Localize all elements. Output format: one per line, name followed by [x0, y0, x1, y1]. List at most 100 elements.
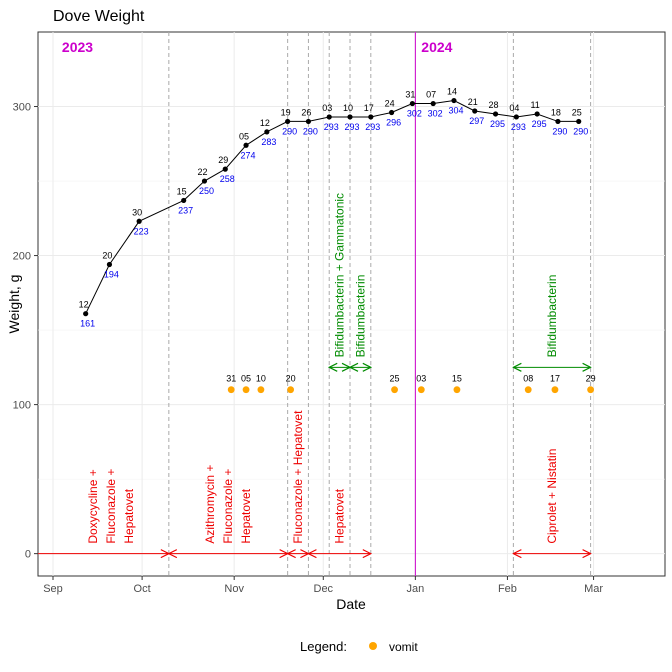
y-tick-label: 200 — [13, 251, 31, 263]
treatment-label: Bifidumbacterin — [545, 275, 559, 358]
weight-value-label: 194 — [104, 270, 119, 280]
weight-value-label: 290 — [282, 126, 297, 136]
weight-series: 1216120194302231523722250292580527412283… — [79, 87, 589, 329]
x-tick-label: Sep — [43, 583, 63, 595]
axes: 0 100 200 300 Sep Oct Nov Dec Jan Feb Mar — [13, 102, 604, 595]
weight-point — [451, 97, 457, 104]
legend: Legend: vomit — [300, 639, 418, 654]
vomit-point — [453, 386, 461, 394]
treatment-label: Fluconazole + — [221, 469, 235, 544]
weight-value-label: 293 — [344, 122, 359, 132]
weight-date-label: 22 — [197, 167, 207, 177]
y-tick-label: 100 — [13, 400, 31, 412]
weight-date-label: 29 — [218, 155, 228, 165]
vomit-point — [242, 386, 250, 394]
weight-value-label: 250 — [199, 186, 214, 196]
vomit-date-label: 25 — [390, 374, 400, 384]
weight-date-label: 20 — [102, 251, 112, 261]
year-label: 2024 — [421, 39, 452, 55]
year-label: 2023 — [62, 39, 93, 55]
weight-value-label: 296 — [386, 117, 401, 127]
chart-title: Dove Weight — [53, 8, 145, 25]
weight-date-label: 10 — [343, 103, 353, 113]
x-tick-label: Oct — [134, 583, 151, 595]
vomit-date-label: 05 — [241, 374, 251, 384]
weight-value-label: 304 — [448, 106, 463, 116]
treatment-label: Hepatovet — [333, 488, 347, 543]
treatment-label: Azithromycin + — [203, 465, 217, 544]
weight-date-label: 26 — [301, 107, 311, 117]
weight-value-label: 297 — [469, 116, 484, 126]
weight-point — [285, 118, 291, 125]
treatment-label: Fluconazole + — [104, 469, 118, 544]
weight-point — [181, 197, 187, 204]
weight-date-label: 17 — [364, 103, 374, 113]
vomit-date-label: 15 — [452, 374, 462, 384]
weight-date-label: 15 — [177, 186, 187, 196]
legend-key-vomit — [369, 642, 377, 650]
weight-point — [326, 114, 332, 120]
vomit-date-label: 20 — [286, 374, 296, 384]
vomit-date-label: 17 — [550, 374, 560, 384]
vomit-point — [287, 386, 295, 394]
treatment-label: Doxycycline + — [86, 469, 100, 543]
treatment-label: Ciprolet + Nistatin — [545, 449, 559, 544]
weight-point — [368, 114, 374, 120]
weight-date-label: 28 — [489, 100, 499, 110]
weight-date-label: 04 — [509, 103, 519, 113]
weight-point — [106, 261, 113, 268]
weight-value-label: 161 — [80, 319, 95, 329]
weight-date-label: 12 — [79, 300, 89, 310]
vomit-point — [391, 386, 398, 394]
weight-date-label: 05 — [239, 131, 249, 141]
treatment-annotations: Doxycycline + Fluconazole + Hepatovet Azith… — [38, 193, 591, 554]
weight-point — [136, 218, 142, 224]
vomit-point — [551, 386, 559, 394]
year-markers: 2023 2024 — [62, 32, 453, 576]
legend-label-vomit: vomit — [389, 640, 418, 654]
weight-date-label: 18 — [551, 107, 561, 117]
y-tick-label: 0 — [25, 549, 31, 561]
weight-value-label: 283 — [261, 137, 276, 147]
vomit-series: 31 05 10 20 25 03 15 08 17 29 — [226, 374, 596, 394]
weight-date-label: 31 — [405, 90, 415, 100]
weight-point — [409, 100, 415, 107]
weight-value-label: 302 — [428, 109, 443, 119]
vomit-date-label: 08 — [523, 374, 533, 384]
treatment-label: Hepatovet — [122, 488, 136, 543]
weight-point — [472, 108, 478, 114]
vomit-point — [257, 386, 265, 394]
weight-date-label: 12 — [260, 118, 270, 128]
x-axis-title: Date — [336, 596, 366, 612]
weight-point — [534, 111, 540, 117]
weight-value-label: 290 — [303, 126, 318, 136]
weight-point — [576, 118, 582, 125]
vomit-point — [587, 386, 594, 394]
weight-value-label: 290 — [573, 126, 588, 136]
weight-point — [492, 111, 499, 117]
weight-value-label: 295 — [490, 119, 505, 129]
vomit-date-label: 29 — [586, 374, 596, 384]
vomit-point — [227, 386, 235, 394]
weight-point — [264, 129, 270, 135]
x-tick-label: Nov — [224, 583, 244, 595]
vomit-point — [417, 386, 425, 394]
treatment-label: Bifidumbacterin + Gammatonic — [333, 193, 347, 357]
weight-value-label: 293 — [324, 122, 339, 132]
weight-point — [347, 114, 353, 120]
vomit-point — [524, 386, 532, 394]
treatment-label: Fluconazole + Hepatovet — [291, 410, 305, 544]
weight-value-label: 223 — [134, 226, 149, 236]
weight-date-label: 11 — [530, 100, 539, 110]
weight-value-label: 290 — [552, 126, 567, 136]
weight-value-label: 258 — [220, 174, 235, 184]
weight-point — [243, 142, 249, 148]
vomit-date-label: 31 — [226, 374, 236, 384]
x-tick-label: Mar — [584, 583, 603, 595]
weight-value-label: 293 — [511, 122, 526, 132]
weight-point — [388, 109, 395, 116]
weight-point — [430, 100, 436, 107]
weight-value-label: 237 — [178, 205, 193, 215]
y-tick-label: 300 — [13, 102, 31, 114]
